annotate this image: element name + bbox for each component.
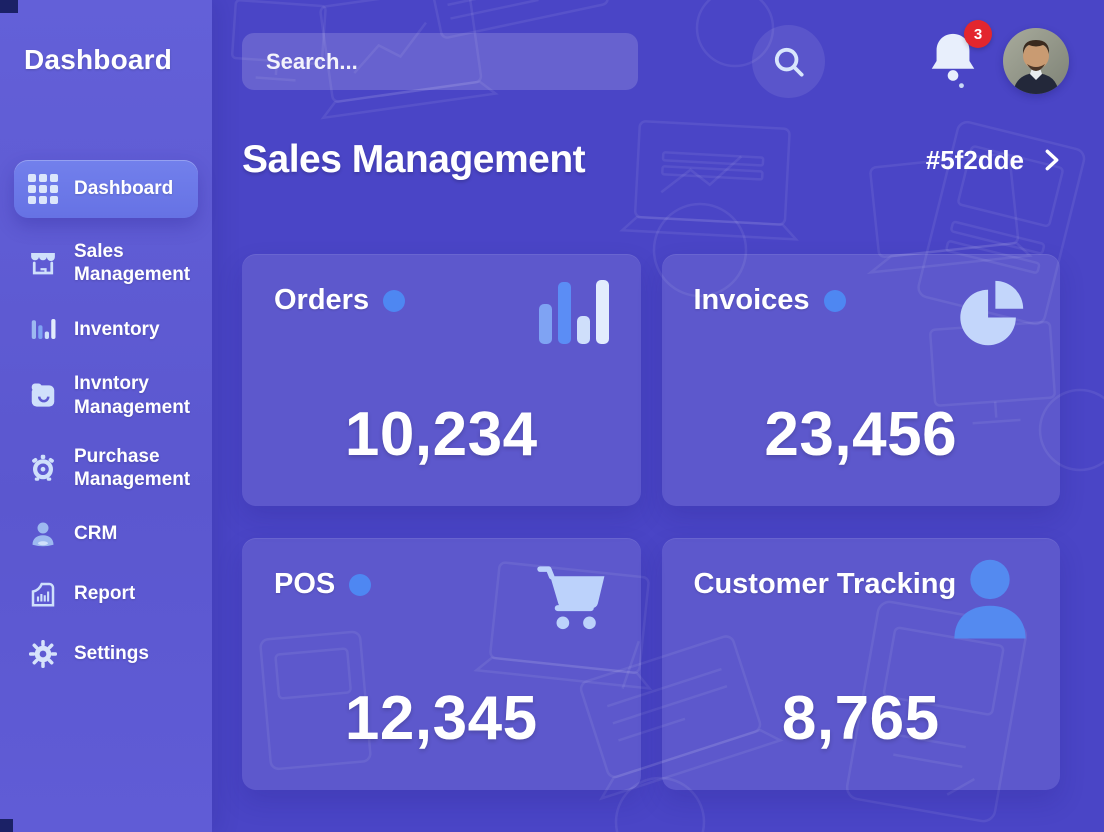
sidebar-item-label: Sales Management bbox=[74, 241, 191, 286]
card-orders[interactable]: Orders 10,234 bbox=[242, 254, 641, 506]
sidebar: Dashboard Dashboard Sales Management bbox=[0, 0, 212, 832]
sidebar-item-label: Report bbox=[74, 583, 136, 605]
package-icon bbox=[26, 379, 60, 413]
user-avatar[interactable] bbox=[1003, 28, 1069, 94]
sidebar-item-sales-management[interactable]: Sales Management bbox=[24, 232, 198, 294]
avatar-image bbox=[1003, 28, 1069, 94]
sidebar-item-purchase-management[interactable]: Purchase Management bbox=[24, 437, 198, 499]
card-invoices[interactable]: Invoices 23,456 bbox=[661, 254, 1060, 506]
card-pos[interactable]: POS 12,345 bbox=[242, 538, 641, 790]
card-value: 10,234 bbox=[344, 400, 538, 469]
sidebar-item-label: Invntory Management bbox=[74, 373, 191, 418]
stat-cards-grid: Orders 10,234 Invoices 23,456 bbox=[242, 254, 1060, 790]
card-value: 8,765 bbox=[781, 684, 940, 753]
card-label: Orders bbox=[274, 284, 370, 316]
card-value: 12,345 bbox=[344, 684, 538, 753]
sidebar-nav: Dashboard Sales Management bbox=[14, 160, 198, 689]
ref-tag-text: #5f2dde bbox=[925, 144, 1024, 175]
notification-badge: 3 bbox=[964, 20, 992, 48]
corner-mark-bottom-left bbox=[0, 819, 13, 832]
sidebar-item-label: Inventory bbox=[74, 318, 160, 340]
sidebar-title: Dashboard bbox=[24, 44, 173, 75]
sidebar-item-label: Settings bbox=[74, 643, 149, 665]
person-icon bbox=[954, 559, 1026, 639]
storefront-icon bbox=[26, 246, 60, 280]
bar-chart-icon bbox=[538, 280, 609, 344]
sidebar-item-crm[interactable]: CRM bbox=[24, 509, 198, 559]
ref-tag[interactable]: #5f2dde bbox=[926, 145, 1062, 176]
search-input[interactable] bbox=[242, 33, 638, 90]
card-customer-tracking[interactable]: Customer Tracking 8,765 bbox=[661, 538, 1060, 790]
search-button[interactable] bbox=[752, 25, 825, 98]
report-icon bbox=[26, 577, 60, 611]
page-title: Sales Management bbox=[242, 138, 586, 181]
gear-icon bbox=[26, 637, 60, 671]
stopwatch-icon bbox=[26, 451, 60, 485]
card-label: Customer Tracking bbox=[693, 568, 957, 600]
sidebar-item-settings[interactable]: Settings bbox=[24, 629, 198, 679]
accent-dot bbox=[383, 289, 406, 312]
bar-chart-icon bbox=[26, 312, 60, 346]
sidebar-item-label: Dashboard bbox=[74, 178, 174, 200]
sidebar-item-invntory-management[interactable]: Invntory Management bbox=[24, 364, 198, 426]
grid-icon bbox=[26, 172, 60, 206]
main-content: 3 Sales Management #5f2dde bbox=[212, 0, 1104, 832]
card-label: POS bbox=[274, 568, 336, 600]
accent-dot bbox=[349, 573, 372, 596]
person-icon bbox=[26, 517, 60, 551]
card-label: Invoices bbox=[693, 284, 810, 316]
chevron-right-icon bbox=[1045, 149, 1059, 171]
search-icon bbox=[774, 47, 804, 77]
notification-button[interactable]: 3 bbox=[924, 20, 992, 94]
page-title-row: Sales Management #5f2dde bbox=[242, 138, 1062, 182]
corner-mark-top-left bbox=[0, 0, 18, 13]
pie-chart-icon bbox=[960, 280, 1024, 346]
card-value: 23,456 bbox=[764, 400, 958, 469]
cart-icon bbox=[536, 566, 604, 630]
sidebar-item-dashboard[interactable]: Dashboard bbox=[14, 160, 198, 218]
sidebar-item-label: Purchase Management bbox=[74, 445, 191, 490]
sidebar-item-report[interactable]: Report bbox=[24, 569, 198, 619]
accent-dot bbox=[823, 289, 846, 312]
bell-icon bbox=[931, 33, 975, 89]
sidebar-item-inventory[interactable]: Inventory bbox=[24, 304, 198, 354]
sidebar-item-label: CRM bbox=[74, 523, 118, 545]
